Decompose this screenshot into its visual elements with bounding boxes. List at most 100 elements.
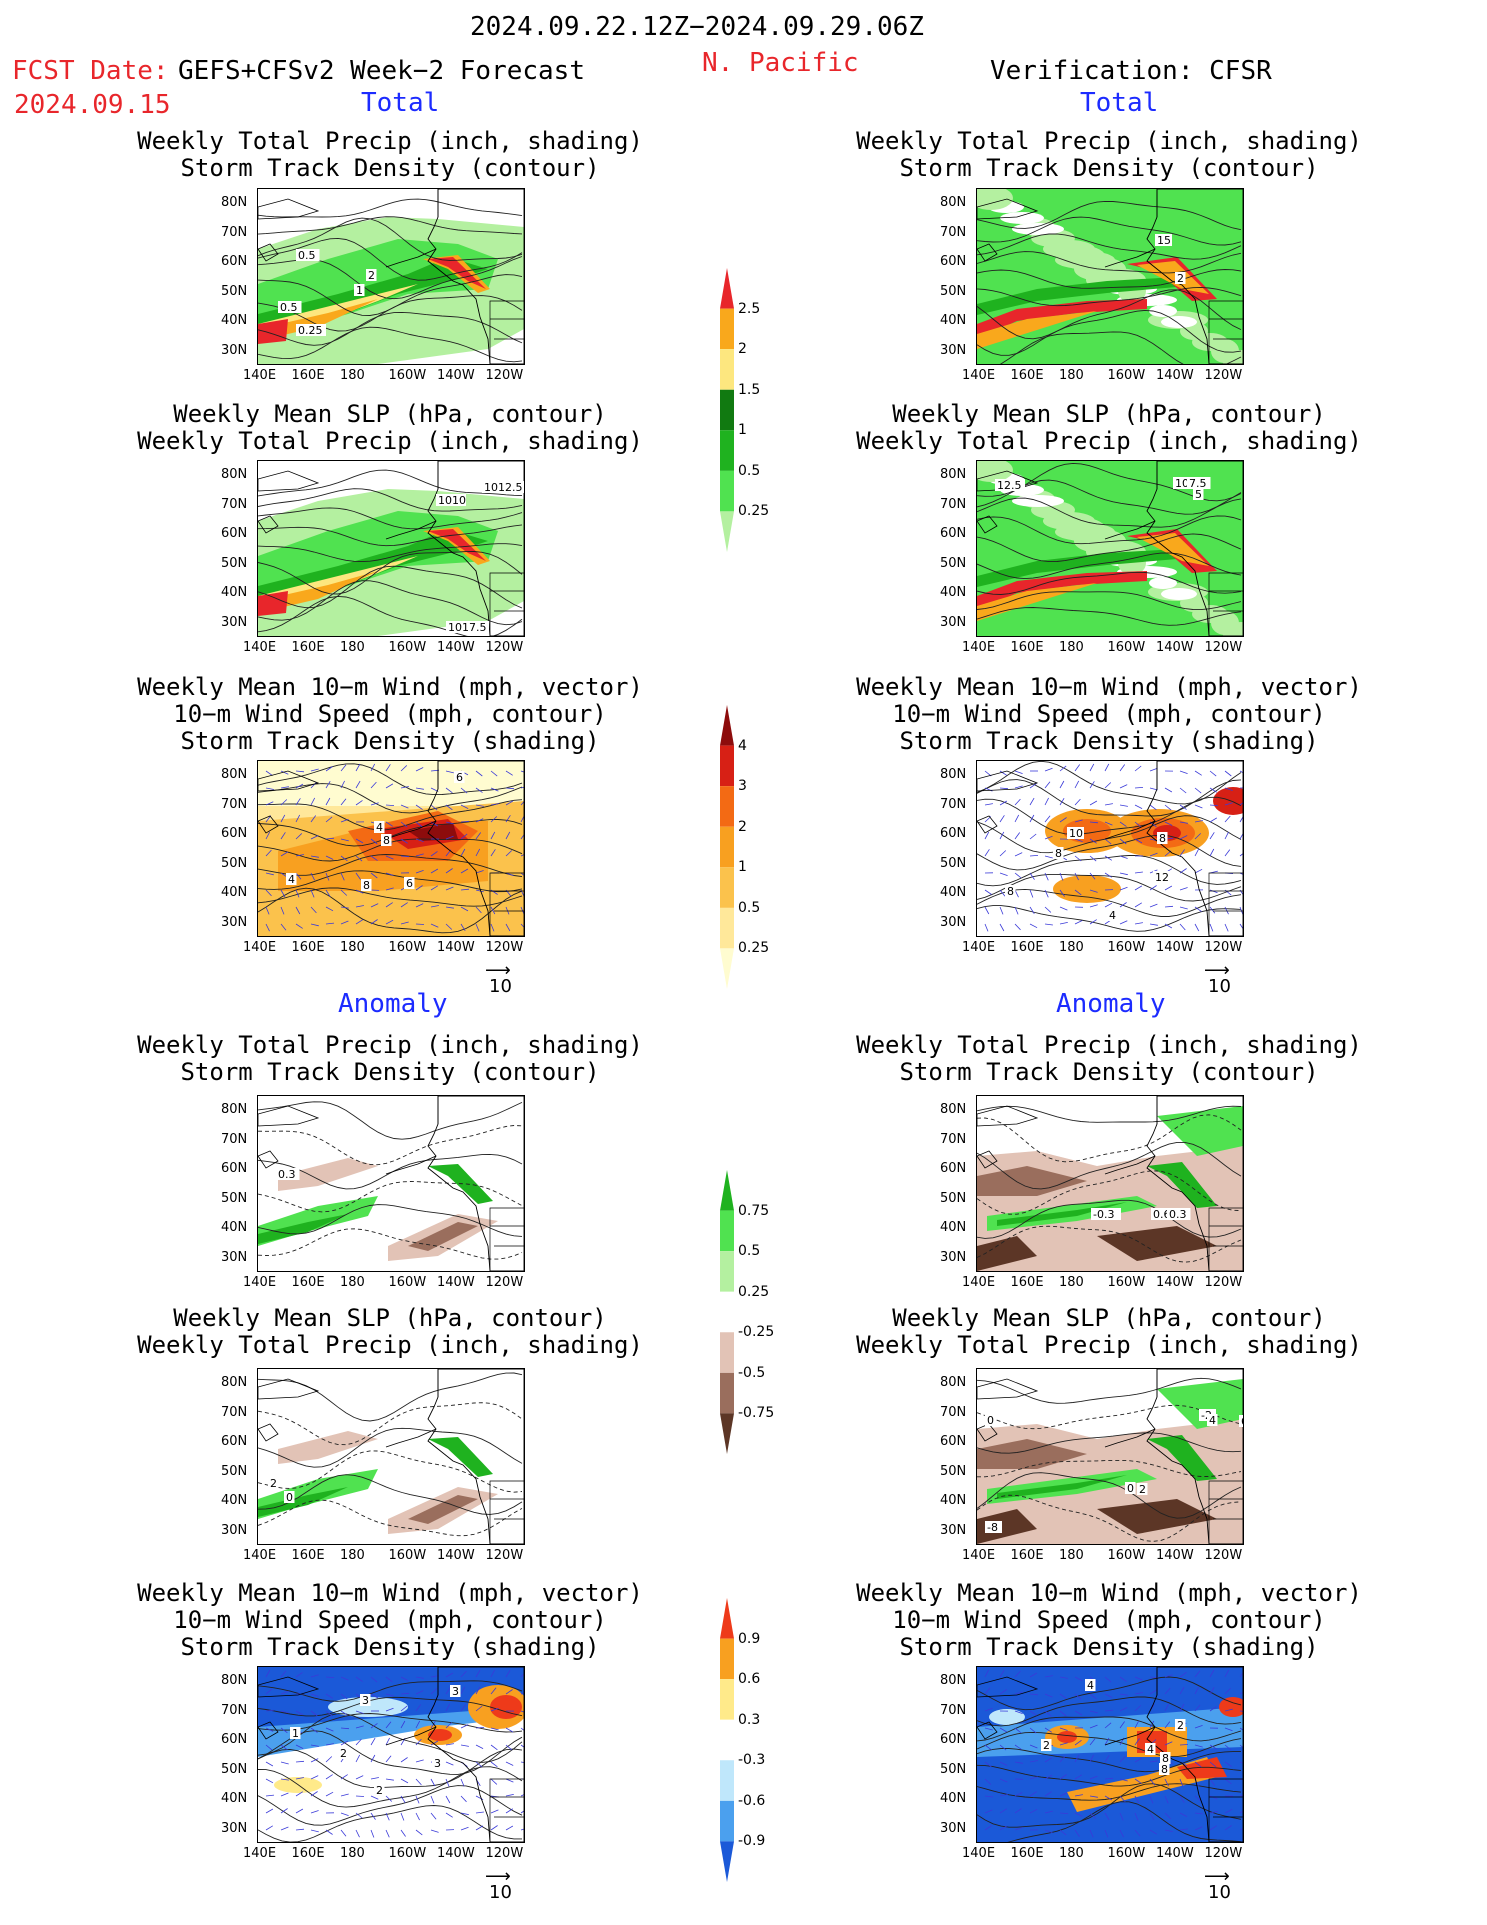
colorbar-label: 0.25 (738, 1283, 770, 1300)
svg-text:0.3: 0.3 (1169, 1208, 1187, 1221)
lon-tick-label: 120W (1204, 1275, 1243, 1290)
svg-text:8: 8 (1055, 847, 1062, 860)
panel-title-line: Weekly Mean SLP (hPa, contour) (173, 400, 607, 428)
colorbar-precip-anom: -0.75 -0.5 -0.25 0.25 0.5 0.75 (720, 1170, 800, 1462)
verification-label: Verification: CFSR (990, 56, 1272, 86)
contour-label: 6 (454, 771, 465, 784)
map-canvas: 15 2 (977, 189, 1243, 364)
lat-tick-label: 70N (940, 796, 967, 812)
lat-tick-label: 50N (940, 855, 967, 871)
lat-tick-label: 50N (940, 555, 967, 571)
colorbar-label: 2.5 (738, 300, 761, 317)
svg-text:4: 4 (1109, 909, 1116, 922)
colorbar-segment (720, 1372, 734, 1414)
map-canvas: -0.3 0.60.3 (977, 1096, 1243, 1271)
contour-label: 2 (1175, 1719, 1186, 1732)
svg-text:2: 2 (1139, 1483, 1146, 1496)
lon-tick-label: 160W (1107, 368, 1146, 383)
contour-label: 4 (286, 873, 297, 886)
lon-tick-label: 120W (1204, 940, 1243, 955)
lat-tick-label: 60N (940, 254, 967, 269)
svg-text:3: 3 (362, 1694, 369, 1707)
contour-label: 2 (366, 269, 377, 282)
lat-tick-label: 30N (221, 914, 248, 930)
lat-tick-label: 40N (221, 1791, 248, 1806)
lon-tick-label: 160E (1010, 368, 1044, 383)
lat-tick-label: 60N (940, 1434, 967, 1449)
svg-text:2: 2 (1177, 272, 1184, 285)
lat-tick-label: 40N (940, 885, 967, 900)
colorbar-segment (720, 826, 734, 868)
lon-tick-label: 160W (1107, 1275, 1146, 1290)
colorbar-label: 1 (738, 422, 747, 439)
lon-tick-label: 160E (291, 368, 325, 383)
panel-title-line: Storm Track Density (shading) (899, 1633, 1319, 1661)
colorbar-segment (720, 1291, 734, 1333)
lat-tick-label: 70N (221, 1404, 248, 1420)
colorbar-label: 0.5 (738, 1243, 761, 1260)
lat-tick-label: 80N (221, 1673, 248, 1688)
lon-tick-label: 140W (1156, 940, 1194, 955)
lon-tick-label: 120W (485, 640, 524, 655)
lon-tick-label: 120W (485, 940, 524, 955)
contour-label: 7.5 (1187, 477, 1211, 490)
svg-text:-8: -8 (987, 1521, 998, 1534)
lat-tick-label: 70N (221, 796, 248, 812)
svg-text:0.5: 0.5 (298, 249, 316, 262)
colorbar-segment (720, 1413, 734, 1454)
lat-tick-label: 80N (221, 467, 248, 482)
lon-tick-label: 140E (962, 368, 996, 383)
lat-tick-label: 80N (940, 1375, 967, 1390)
lat-tick-label: 60N (940, 1732, 967, 1747)
panel-title-line: Weekly Mean 10−m Wind (mph, vector) (137, 673, 643, 701)
lon-tick-label: 160W (388, 640, 427, 655)
lon-tick-label: 140E (962, 1846, 996, 1861)
map-canvas: 0-246-820 (977, 1369, 1243, 1544)
lat-tick-label: 80N (221, 1102, 248, 1117)
contour-label: 0 (985, 1414, 996, 1427)
panel-title-line: Storm Track Density (contour) (180, 154, 600, 182)
contour-label: 2 (338, 1747, 349, 1760)
contour-label: 0.3 (1167, 1208, 1191, 1221)
lon-tick-label: 120W (485, 1275, 524, 1290)
svg-text:8: 8 (363, 879, 370, 892)
lon-tick-label: 140E (243, 368, 277, 383)
panel-title: Weekly Mean SLP (hPa, contour) Weekly Tot… (759, 401, 1459, 455)
map-panel-verif-anom-slp-precip: 0-246-820 (976, 1368, 1244, 1545)
colorbar-label: 2 (738, 818, 747, 835)
section-anomaly-right: Anomaly (1056, 989, 1166, 1019)
colorbar-label: -0.9 (738, 1833, 766, 1850)
lon-tick-label: 120W (1204, 1846, 1243, 1861)
lat-tick-label: 50N (940, 1761, 967, 1777)
contour-label: 2 (374, 1784, 385, 1797)
colorbar-segment (720, 1251, 734, 1292)
panel-title-line: Weekly Mean SLP (hPa, contour) (173, 1304, 607, 1332)
panel-title-line: 10−m Wind Speed (mph, contour) (173, 700, 607, 728)
lat-tick-label: 30N (940, 614, 967, 630)
contour-label: 4 (1207, 1414, 1218, 1427)
svg-text:6: 6 (406, 877, 413, 890)
svg-text:8: 8 (1159, 832, 1166, 845)
lon-tick-label: 180 (1059, 640, 1084, 655)
lon-tick-label: 160W (388, 1846, 427, 1861)
vector-arrow-icon: ⟶ (1204, 1866, 1230, 1887)
panel-title-line: 10−m Wind Speed (mph, contour) (173, 1606, 607, 1634)
svg-text:0.5: 0.5 (280, 301, 298, 314)
contour-label: 5 (1193, 488, 1204, 501)
lon-tick-label: 140W (437, 640, 475, 655)
lat-tick-label: 50N (221, 1761, 248, 1777)
contour-label: -8 (985, 1521, 1002, 1534)
lon-tick-label: 140E (962, 640, 996, 655)
lat-tick-label: 80N (221, 1375, 248, 1390)
svg-text:4: 4 (1147, 1743, 1154, 1756)
lon-tick-label: 140W (1156, 1275, 1194, 1290)
panel-title: Weekly Mean 10−m Wind (mph, vector) 10−m … (759, 1580, 1459, 1661)
lon-tick-label: 140W (1156, 368, 1194, 383)
contour-label: 0.25 (296, 324, 326, 337)
panel-title-line: Storm Track Density (shading) (180, 727, 600, 755)
contour-label: 0 (284, 1491, 295, 1504)
vector-reference: ⟶ 10 (1204, 1866, 1231, 1903)
vector-reference-label: 10 (489, 1882, 512, 1903)
vector-reference-label: 10 (1208, 976, 1231, 997)
